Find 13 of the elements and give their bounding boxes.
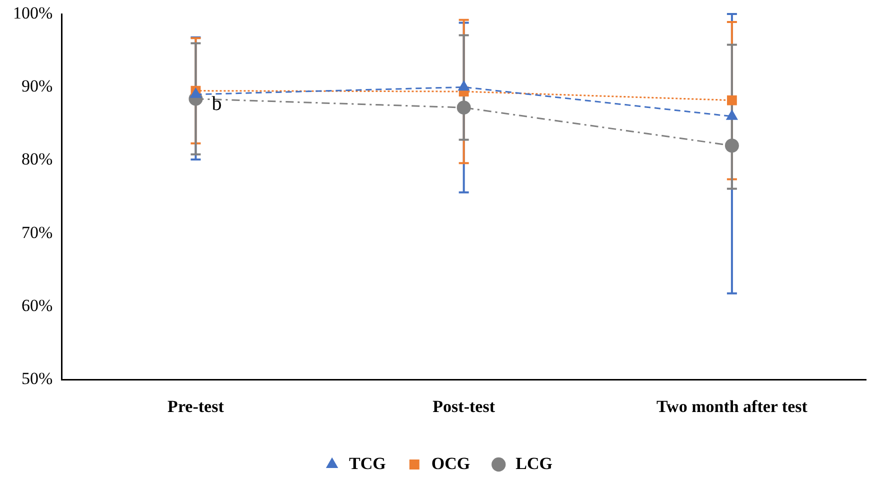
annotation: b bbox=[212, 93, 222, 116]
legend-label: OCG bbox=[431, 454, 470, 473]
y-tick-label: 80% bbox=[21, 150, 53, 169]
x-tick-label: Post-test bbox=[432, 397, 496, 416]
y-tick-label: 100% bbox=[12, 3, 53, 22]
y-tick-label: 90% bbox=[21, 76, 53, 96]
legend-label: TCG bbox=[349, 454, 386, 473]
y-tick-label: 60% bbox=[21, 296, 53, 315]
y-tick-label: 50% bbox=[21, 369, 53, 388]
x-tick-label: Pre-test bbox=[168, 397, 224, 416]
x-tick-label: Two month after test bbox=[656, 397, 808, 416]
y-tick-label: 70% bbox=[21, 222, 53, 242]
legend-label: LCG bbox=[516, 454, 552, 473]
